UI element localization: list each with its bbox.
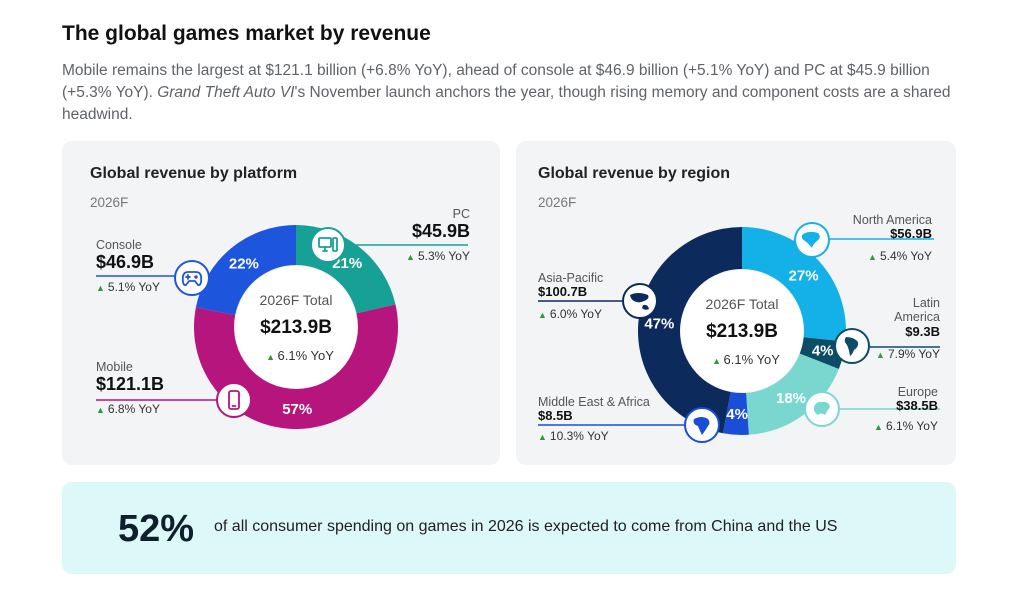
center-label: 2026F Total xyxy=(260,292,333,308)
subtitle-game-title: Grand Theft Auto VI xyxy=(157,84,295,101)
asia-pacific-map-icon xyxy=(630,293,649,310)
platform-panel: Global revenue by platform 2026F 21% 57% 2… xyxy=(62,141,500,465)
slice-asia-pacific xyxy=(638,227,742,434)
north-america-value: $56.9B xyxy=(890,226,932,242)
page-title: The global games market by revenue xyxy=(62,22,431,45)
center-yoy: ▲ 6.1% YoY xyxy=(712,352,780,367)
icon-badge-mobile xyxy=(216,382,252,418)
latin-america-map-icon xyxy=(844,337,859,356)
asia-pacific-label: Asia-Pacific $100.7B ▲ 6.0% YoY xyxy=(538,271,603,322)
mobile-value: $121.1B xyxy=(96,374,165,395)
icon-badge-europe xyxy=(804,391,840,427)
slice-middle-east-africa xyxy=(723,391,749,435)
center-yoy-value: 6.1% YoY xyxy=(278,348,335,363)
icon-badge-pc xyxy=(310,227,346,263)
north-america-label: North America $56.9B ▲ 5.4% YoY xyxy=(853,213,932,264)
china-us-banner: 52% of all consumer spending on games in… xyxy=(62,482,956,574)
banner-text: of all consumer spending on games in 202… xyxy=(214,518,838,535)
latin-america-yoy: ▲ 7.9% YoY xyxy=(876,346,940,361)
pct-label-europe: 18% xyxy=(776,390,806,407)
pc-label: PC $45.9B ▲ 5.3% YoY xyxy=(406,207,470,264)
up-arrow-icon: ▲ xyxy=(868,252,877,263)
mobile-label: Mobile $121.1B ▲ 6.8% YoY xyxy=(96,360,164,417)
slice-north-america xyxy=(742,227,847,342)
center-yoy-value: 6.1% YoY xyxy=(724,352,781,367)
pc-yoy: ▲ 5.3% YoY xyxy=(406,249,470,264)
pct-label-latin-america: 4% xyxy=(812,343,834,360)
pct-label-asia-pacific: 47% xyxy=(644,315,674,332)
europe-yoy: ▲ 6.1% YoY xyxy=(874,419,938,434)
europe-label: Europe $38.5B ▲ 6.1% YoY xyxy=(874,385,938,434)
europe-name: Europe xyxy=(897,385,938,399)
latin-america-value: $9.3B xyxy=(905,323,940,339)
slice-europe xyxy=(746,353,839,435)
north-america-map-icon xyxy=(801,231,820,248)
banner-percent: 52% xyxy=(118,508,195,550)
asia-pacific-name: Asia-Pacific xyxy=(538,271,604,285)
north-america-name: North America xyxy=(852,213,932,227)
slice-console xyxy=(195,225,296,316)
up-arrow-icon: ▲ xyxy=(406,252,415,263)
icon-badge-console xyxy=(174,260,210,296)
platform-chart-subtitle: 2026F xyxy=(90,195,129,210)
donut-center xyxy=(681,270,803,392)
smartphone-icon xyxy=(228,390,240,410)
region-chart-title: Global revenue by region xyxy=(538,165,731,182)
europe-value: $38.5B xyxy=(896,398,938,414)
pct-label-mobile: 57% xyxy=(282,401,312,418)
europe-map-icon xyxy=(813,401,830,415)
up-arrow-icon: ▲ xyxy=(876,349,885,360)
center-value: $213.9B xyxy=(260,317,332,338)
asia-pacific-yoy: ▲ 6.0% YoY xyxy=(538,307,602,322)
region-chart-subtitle: 2026F xyxy=(538,195,577,210)
latin-america-label: Latin America $9.3B ▲ 7.9% YoY xyxy=(870,296,940,361)
mea-value: $8.5B xyxy=(538,408,573,424)
up-arrow-icon: ▲ xyxy=(538,432,547,443)
pc-name: PC xyxy=(452,207,470,221)
mea-yoy: ▲ 10.3% YoY xyxy=(538,429,609,444)
center-value: $213.9B xyxy=(706,321,778,342)
donut-center xyxy=(235,266,357,388)
up-arrow-icon: ▲ xyxy=(266,352,277,362)
asia-pacific-value: $100.7B xyxy=(538,284,588,300)
console-value: $46.9B xyxy=(96,252,155,273)
up-arrow-icon: ▲ xyxy=(96,405,105,416)
console-label: Console $46.9B ▲ 5.1% YoY xyxy=(96,238,160,295)
pct-label-middle-east-africa: 4% xyxy=(726,406,748,423)
pct-label-north-america: 27% xyxy=(789,267,819,284)
region-panel: Global revenue by region 2026F 27% 4% 18% 4… xyxy=(516,141,956,465)
north-america-yoy: ▲ 5.4% YoY xyxy=(868,249,932,264)
platform-chart-title: Global revenue by platform xyxy=(90,165,298,182)
pct-label-console: 22% xyxy=(229,256,259,273)
page-subtitle: Mobile remains the largest at $121.1 bil… xyxy=(62,60,962,126)
icon-badge-latin-america xyxy=(834,328,870,364)
icon-badge-middle-east-africa xyxy=(684,407,720,443)
region-donut-chart: 27% 4% 18% 4% 47% 2026F Total $213.9B ▲ 6.1% Yo… xyxy=(538,222,940,443)
platform-donut-chart: 21% 57% 22% 2026F Total $213.9B ▲ 6.1% YoY xyxy=(96,225,468,429)
console-yoy: ▲ 5.1% YoY xyxy=(96,280,160,295)
mobile-yoy: ▲ 6.8% YoY xyxy=(96,402,160,417)
center-label: 2026F Total xyxy=(706,296,779,312)
icon-badge-north-america xyxy=(794,222,830,258)
mea-label: Middle East & Africa $8.5B ▲ 10.3% YoY xyxy=(538,395,650,444)
center-yoy: ▲ 6.1% YoY xyxy=(266,348,334,363)
subtitle-text-end: 's November launch anchors the year, tho… xyxy=(62,84,951,123)
up-arrow-icon: ▲ xyxy=(874,422,883,433)
console-name: Console xyxy=(96,238,142,252)
subtitle-text-start: Mobile remains the largest at $121.1 bil… xyxy=(62,62,930,101)
donut-slices xyxy=(638,227,847,435)
up-arrow-icon: ▲ xyxy=(96,283,105,294)
pct-label-pc: 21% xyxy=(332,255,362,272)
icon-badge-asia-pacific xyxy=(622,283,658,319)
desktop-computer-icon xyxy=(318,237,338,252)
latin-america-name: Latin America xyxy=(894,296,940,325)
pc-value: $45.9B xyxy=(411,221,470,242)
africa-map-icon xyxy=(693,417,710,435)
gamepad-icon xyxy=(181,271,203,286)
mobile-name: Mobile xyxy=(96,360,133,374)
up-arrow-icon: ▲ xyxy=(538,310,547,321)
up-arrow-icon: ▲ xyxy=(712,356,723,366)
mea-name: Middle East & Africa xyxy=(538,395,650,409)
